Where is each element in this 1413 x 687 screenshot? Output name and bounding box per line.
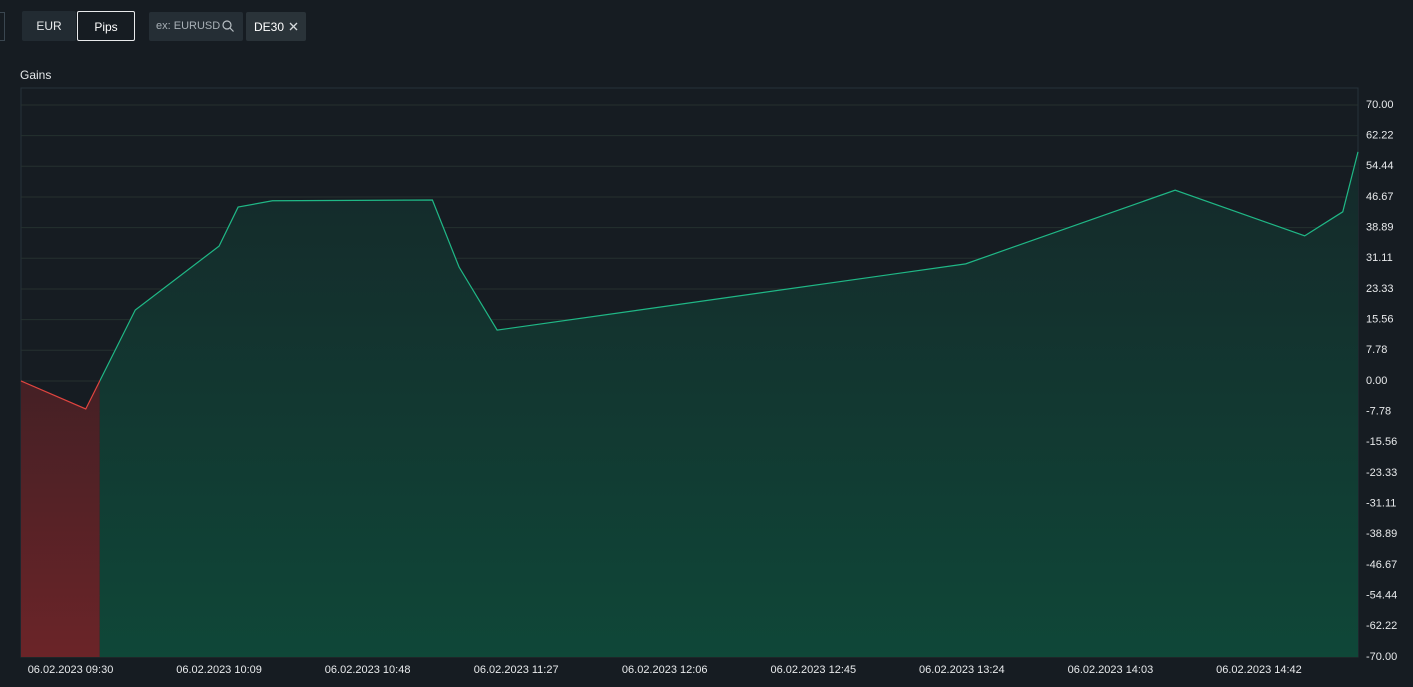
chart-title: Gains bbox=[20, 68, 52, 82]
x-tick-label: 06.02.2023 10:09 bbox=[176, 664, 262, 676]
chip-label: DE30 bbox=[254, 20, 285, 34]
gains-line bbox=[20, 151, 1359, 410]
y-tick-label: -23.33 bbox=[1366, 467, 1397, 479]
y-tick-label: 15.56 bbox=[1366, 314, 1394, 326]
y-tick-label: 54.44 bbox=[1366, 160, 1394, 172]
x-tick-label: 06.02.2023 13:24 bbox=[919, 664, 1005, 676]
y-tick-label: -7.78 bbox=[1366, 406, 1391, 418]
pips-button[interactable]: Pips bbox=[77, 11, 135, 41]
area-fill bbox=[21, 380, 100, 657]
y-tick-label: -38.89 bbox=[1366, 528, 1397, 540]
search-placeholder: ex: EURUSD bbox=[156, 20, 221, 32]
x-tick-label: 06.02.2023 10:48 bbox=[325, 664, 411, 676]
y-tick-label: 46.67 bbox=[1366, 191, 1394, 203]
y-tick-label: -15.56 bbox=[1366, 436, 1397, 448]
x-tick-label: 06.02.2023 12:45 bbox=[770, 664, 856, 676]
chip-close[interactable] bbox=[289, 22, 299, 32]
y-tick-label: 23.33 bbox=[1366, 283, 1394, 295]
symbol-chip[interactable]: DE30 bbox=[246, 12, 306, 41]
y-tick-label: -70.00 bbox=[1366, 651, 1397, 663]
x-tick-label: 06.02.2023 09:30 bbox=[28, 664, 114, 676]
x-tick-label: 06.02.2023 14:42 bbox=[1216, 664, 1302, 676]
area-fill bbox=[99, 151, 1358, 657]
y-tick-label: -54.44 bbox=[1366, 590, 1397, 602]
x-tick-label: 06.02.2023 14:03 bbox=[1068, 664, 1154, 676]
search-box[interactable]: ex: EURUSD bbox=[149, 12, 243, 41]
left-edge-box bbox=[0, 12, 5, 41]
y-tick-label: 0.00 bbox=[1366, 375, 1387, 387]
y-tick-label: -46.67 bbox=[1366, 559, 1397, 571]
y-tick-label: 70.00 bbox=[1366, 99, 1394, 111]
y-tick-label: -62.22 bbox=[1366, 620, 1397, 632]
y-tick-label: -31.11 bbox=[1366, 498, 1396, 510]
x-tick-label: 06.02.2023 12:06 bbox=[622, 664, 708, 676]
y-tick-label: 62.22 bbox=[1366, 130, 1394, 142]
y-tick-label: 31.11 bbox=[1366, 252, 1393, 264]
x-tick-label: 06.02.2023 11:27 bbox=[474, 664, 559, 676]
y-tick-label: 7.78 bbox=[1366, 344, 1387, 356]
search-icon bbox=[222, 20, 234, 32]
y-tick-label: 38.89 bbox=[1366, 222, 1394, 234]
eur-button[interactable]: EUR bbox=[22, 11, 76, 41]
